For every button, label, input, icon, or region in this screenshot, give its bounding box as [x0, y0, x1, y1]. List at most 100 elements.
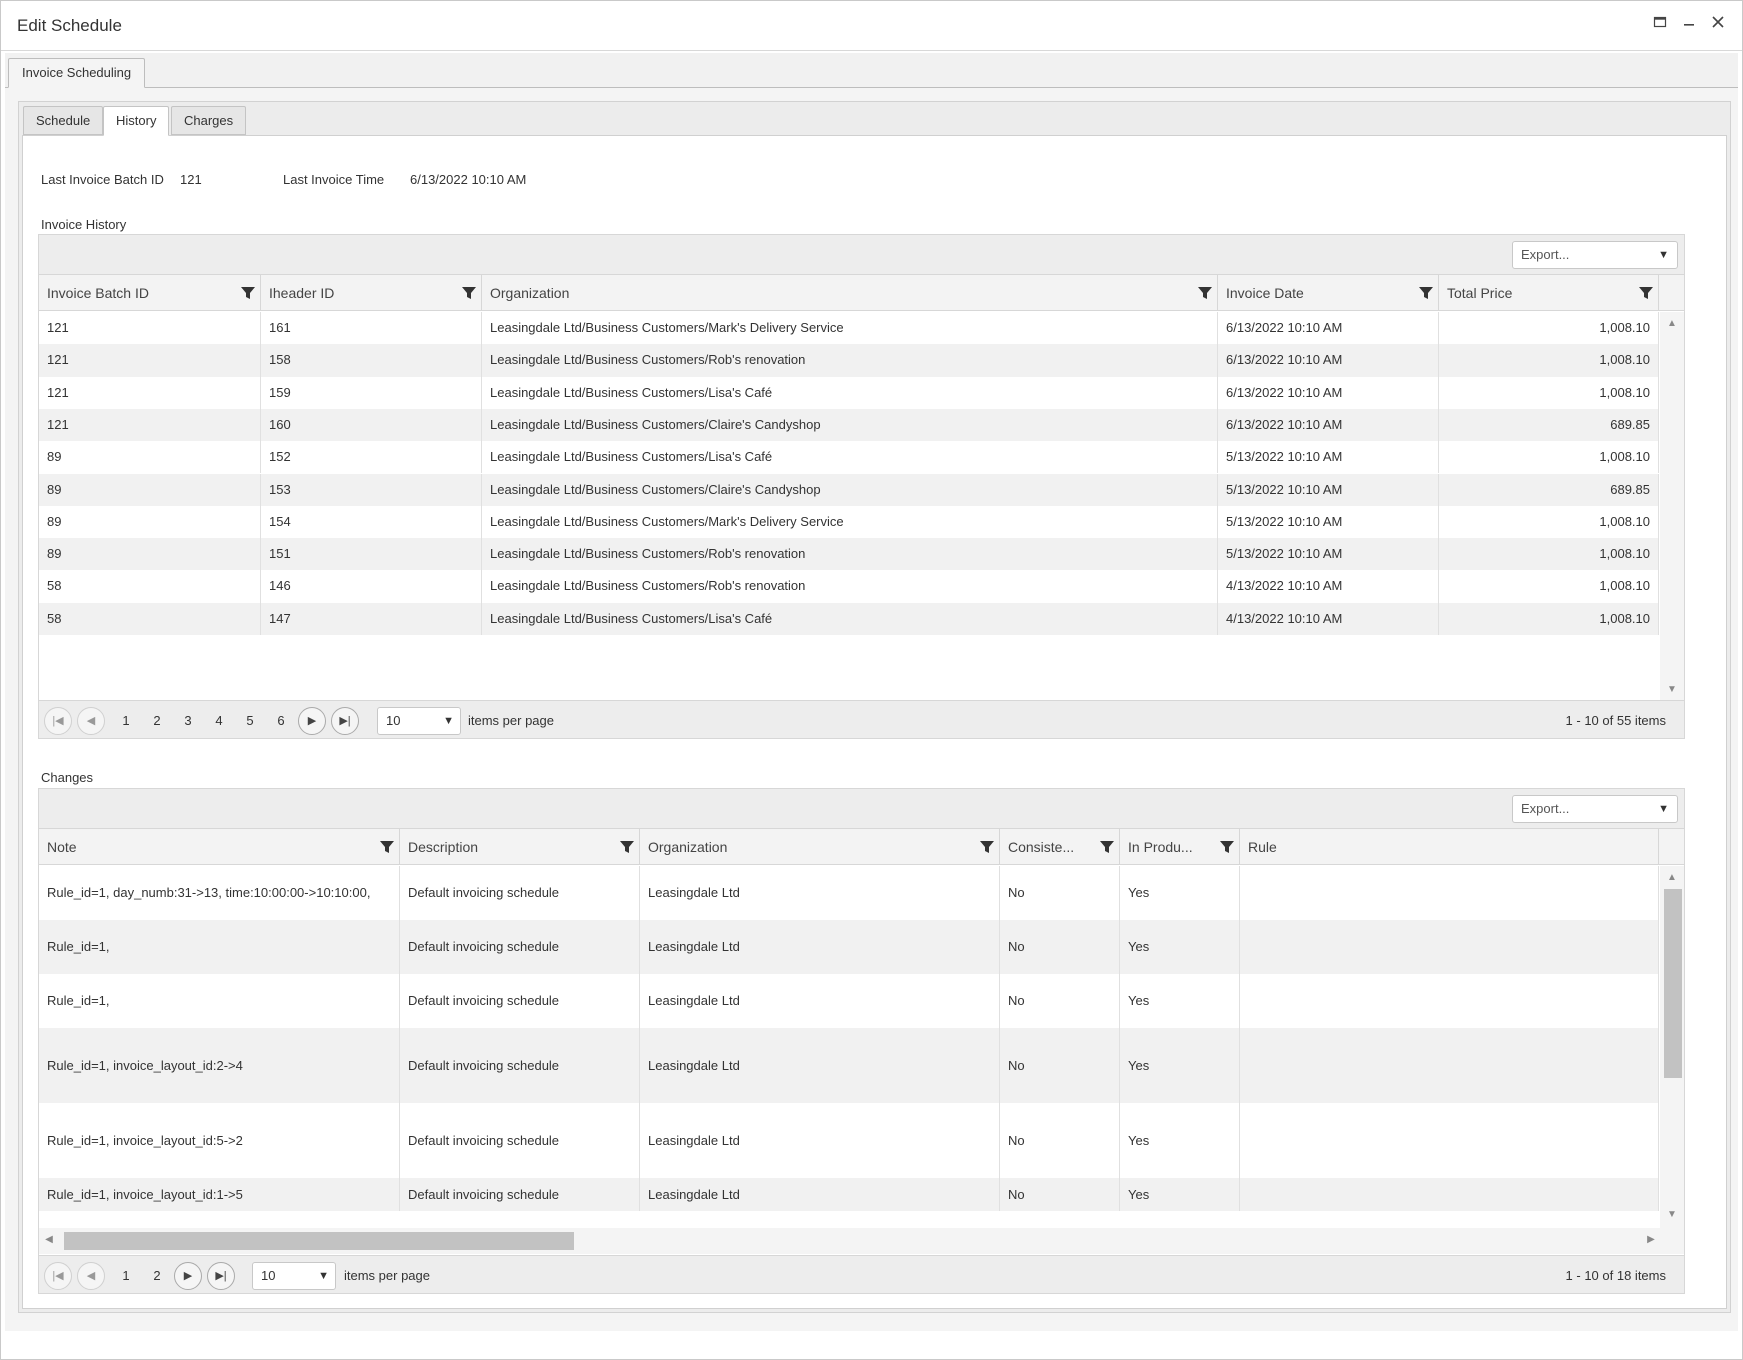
- header-in-production[interactable]: In Produ...: [1120, 829, 1240, 865]
- total-price-cell: 1,008.10: [1439, 570, 1659, 603]
- description-cell: Default invoicing schedule: [400, 1178, 640, 1211]
- page-1[interactable]: 1: [122, 1268, 130, 1283]
- pager-info: 1 - 10 of 55 items: [1565, 713, 1666, 728]
- table-row[interactable]: 89 151 Leasingdale Ltd/Business Customers/…: [39, 538, 1659, 571]
- last-page-icon[interactable]: ▶|: [331, 707, 359, 735]
- header-rule[interactable]: Rule: [1240, 829, 1659, 865]
- filter-icon[interactable]: [1099, 839, 1115, 855]
- page-2[interactable]: 2: [153, 713, 161, 728]
- close-icon[interactable]: [1708, 15, 1728, 35]
- scroll-up-icon[interactable]: ▲: [1667, 872, 1677, 883]
- rule-cell: [1240, 1178, 1659, 1211]
- scroll-thumb[interactable]: [64, 1232, 574, 1250]
- minimize-icon[interactable]: [1679, 15, 1699, 35]
- page-6[interactable]: 6: [277, 713, 285, 728]
- page-size-select[interactable]: 10 ▼: [252, 1262, 336, 1290]
- table-row[interactable]: 58 146 Leasingdale Ltd/Business Customers/…: [39, 570, 1659, 603]
- grid-toolbar: Export... ▼: [39, 235, 1684, 275]
- header-invoice-batch-id[interactable]: Invoice Batch ID: [39, 275, 261, 311]
- organization-cell: Leasingdale Ltd/Business Customers/Clair…: [482, 408, 1218, 442]
- last-page-icon[interactable]: ▶|: [207, 1262, 235, 1290]
- tab-history[interactable]: History: [103, 106, 170, 136]
- tab-invoice-scheduling[interactable]: Invoice Scheduling: [8, 58, 146, 88]
- prev-page-icon[interactable]: ◀: [77, 1262, 105, 1290]
- header-note[interactable]: Note: [39, 829, 400, 865]
- column-label: Invoice Batch ID: [47, 285, 149, 301]
- header-iheader-id[interactable]: Iheader ID: [261, 275, 482, 311]
- invoice-date-cell: 6/13/2022 10:10 AM: [1218, 376, 1439, 409]
- filter-icon[interactable]: [1638, 285, 1654, 301]
- table-row[interactable]: 89 152 Leasingdale Ltd/Business Customers/…: [39, 441, 1659, 474]
- table-row[interactable]: Rule_id=1, day_numb:31->13, time:10:00:0…: [39, 866, 1659, 920]
- header-organization[interactable]: Organization: [640, 829, 1000, 865]
- header-description[interactable]: Description: [400, 829, 640, 865]
- scroll-thumb[interactable]: [1664, 889, 1682, 1078]
- filter-icon[interactable]: [240, 285, 256, 301]
- grid-body: 121 161 Leasingdale Ltd/Business Customers…: [39, 312, 1659, 732]
- table-row[interactable]: 121 159 Leasingdale Ltd/Business Customers…: [39, 376, 1659, 409]
- first-page-icon[interactable]: |◀: [44, 707, 72, 735]
- page-size-select[interactable]: 10 ▼: [377, 707, 461, 735]
- total-price-cell: 1,008.10: [1439, 344, 1659, 377]
- scroll-up-icon[interactable]: ▲: [1667, 318, 1677, 329]
- export-button[interactable]: Export... ▼: [1512, 795, 1678, 823]
- page-3[interactable]: 3: [184, 713, 192, 728]
- table-row[interactable]: 58 147 Leasingdale Ltd/Business Customers/…: [39, 602, 1659, 635]
- page-1[interactable]: 1: [122, 713, 130, 728]
- vertical-scrollbar[interactable]: ▲ ▼: [1660, 866, 1684, 1228]
- header-invoice-date[interactable]: Invoice Date: [1218, 275, 1439, 311]
- page-size-value: 10: [261, 1268, 276, 1283]
- header-organization[interactable]: Organization: [482, 275, 1218, 311]
- table-row[interactable]: 89 153 Leasingdale Ltd/Business Customers/…: [39, 473, 1659, 506]
- table-row[interactable]: Rule_id=1, invoice_layout_id:5->2 Default…: [39, 1103, 1659, 1178]
- filter-icon[interactable]: [461, 285, 477, 301]
- batch-id-cell: 89: [39, 441, 261, 474]
- invoice-date-cell: 6/13/2022 10:10 AM: [1218, 312, 1439, 345]
- filter-icon[interactable]: [619, 839, 635, 855]
- next-page-icon[interactable]: ▶: [174, 1262, 202, 1290]
- table-row[interactable]: 89 154 Leasingdale Ltd/Business Customers/…: [39, 505, 1659, 539]
- table-row[interactable]: Rule_id=1, invoice_layout_id:1->5 Default…: [39, 1178, 1659, 1211]
- filter-icon[interactable]: [1197, 285, 1213, 301]
- filter-icon[interactable]: [979, 839, 995, 855]
- first-page-icon[interactable]: |◀: [44, 1262, 72, 1290]
- table-row[interactable]: 121 158 Leasingdale Ltd/Business Customers…: [39, 344, 1659, 377]
- header-total-price[interactable]: Total Price: [1439, 275, 1659, 311]
- in-production-cell: Yes: [1120, 866, 1240, 920]
- page-5[interactable]: 5: [246, 713, 254, 728]
- table-row[interactable]: Rule_id=1, Default invoicing schedule Leas…: [39, 974, 1659, 1028]
- scroll-down-icon[interactable]: ▼: [1667, 684, 1677, 695]
- export-button[interactable]: Export... ▼: [1512, 241, 1678, 269]
- filter-icon[interactable]: [379, 839, 395, 855]
- table-row[interactable]: 121 160 Leasingdale Ltd/Business Customers…: [39, 408, 1659, 442]
- filter-icon[interactable]: [1418, 285, 1434, 301]
- grid-toolbar: Export... ▼: [39, 789, 1684, 829]
- table-row[interactable]: Rule_id=1, Default invoicing schedule Leas…: [39, 920, 1659, 974]
- table-row[interactable]: Rule_id=1, invoice_layout_id:2->4 Default…: [39, 1028, 1659, 1103]
- scroll-right-icon[interactable]: ▶: [1647, 1234, 1655, 1245]
- prev-page-icon[interactable]: ◀: [77, 707, 105, 735]
- organization-cell: Leasingdale Ltd/Business Customers/Rob's…: [482, 344, 1218, 377]
- grid-header: Note Description Organization Consiste... In…: [39, 829, 1684, 865]
- organization-cell: Leasingdale Ltd: [640, 920, 1000, 974]
- organization-cell: Leasingdale Ltd: [640, 1028, 1000, 1103]
- header-consistent[interactable]: Consiste...: [1000, 829, 1120, 865]
- description-cell: Default invoicing schedule: [400, 920, 640, 974]
- horizontal-scrollbar[interactable]: ◀ ▶: [39, 1228, 1684, 1254]
- maximize-icon[interactable]: [1650, 15, 1670, 35]
- page-2[interactable]: 2: [153, 1268, 161, 1283]
- organization-cell: Leasingdale Ltd/Business Customers/Lisa'…: [482, 602, 1218, 635]
- page-4[interactable]: 4: [215, 713, 223, 728]
- column-label: Description: [408, 839, 479, 855]
- tab-charges[interactable]: Charges: [171, 106, 247, 135]
- vertical-scrollbar[interactable]: ▲ ▼: [1660, 312, 1684, 703]
- next-page-icon[interactable]: ▶: [298, 707, 326, 735]
- scroll-left-icon[interactable]: ◀: [45, 1234, 53, 1245]
- tab-schedule[interactable]: Schedule: [23, 106, 104, 135]
- scroll-down-icon[interactable]: ▼: [1667, 1209, 1677, 1220]
- batch-id-cell: 89: [39, 505, 261, 539]
- column-label: Iheader ID: [269, 285, 335, 301]
- table-row[interactable]: 121 161 Leasingdale Ltd/Business Customers…: [39, 312, 1659, 345]
- filter-icon[interactable]: [1219, 839, 1235, 855]
